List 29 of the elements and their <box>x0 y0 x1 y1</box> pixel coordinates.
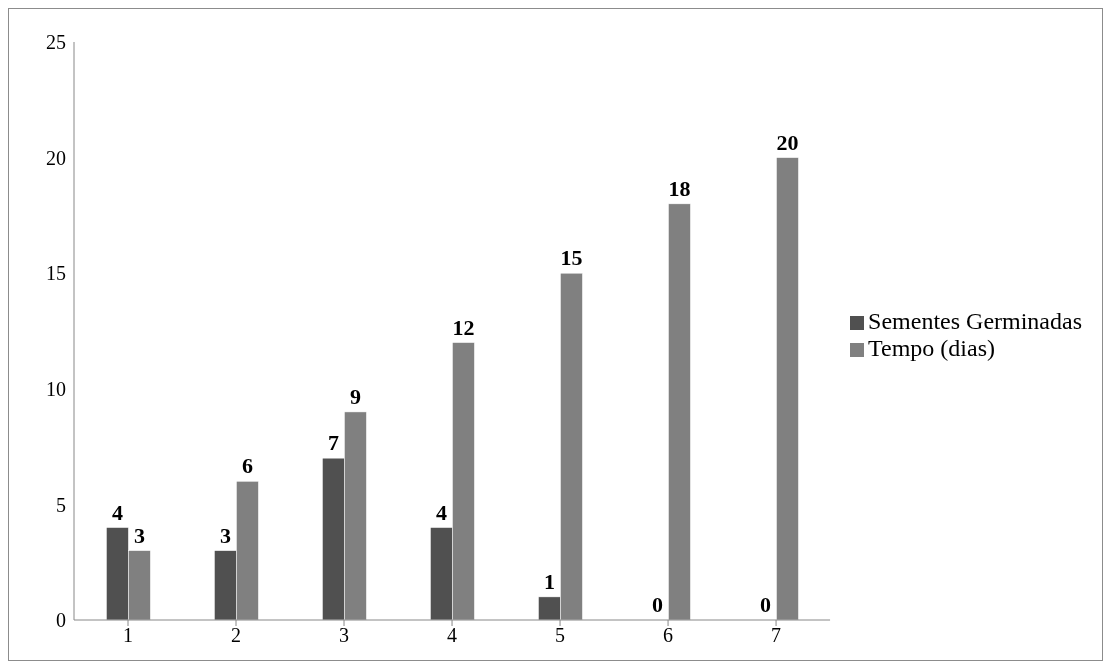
y-tick-label: 0 <box>56 609 66 632</box>
x-tick-label: 6 <box>663 624 674 647</box>
data-label: 9 <box>349 383 361 409</box>
data-label: 0 <box>651 592 663 617</box>
legend-label: Sementes Germinadas <box>868 307 1082 334</box>
data-label: 3 <box>219 522 231 548</box>
y-tick-label: 10 <box>46 377 66 400</box>
x-tick-label: 5 <box>555 624 566 647</box>
x-tick-label: 2 <box>231 624 242 647</box>
x-tick-label: 3 <box>339 624 350 647</box>
y-tick-label: 15 <box>46 262 66 285</box>
legend-label: Tempo (dias) <box>868 334 996 361</box>
data-label: 18 <box>668 175 691 201</box>
y-tick-label: 25 <box>46 31 66 54</box>
y-tick-label: 5 <box>56 493 66 516</box>
x-tick-label: 1 <box>123 624 133 647</box>
x-tick-label: 4 <box>447 624 458 647</box>
data-label: 6 <box>241 453 253 479</box>
data-label: 12 <box>452 314 475 340</box>
data-label: 4 <box>111 499 123 525</box>
data-label: 0 <box>759 592 771 617</box>
data-label: 4 <box>435 499 447 525</box>
data-label: 1 <box>543 568 555 594</box>
data-label: 15 <box>560 245 583 271</box>
y-tick-label: 20 <box>46 146 66 169</box>
data-label: 7 <box>327 430 339 456</box>
data-label: 3 <box>133 522 145 548</box>
data-label: 20 <box>776 129 799 155</box>
x-tick-label: 7 <box>771 624 782 647</box>
